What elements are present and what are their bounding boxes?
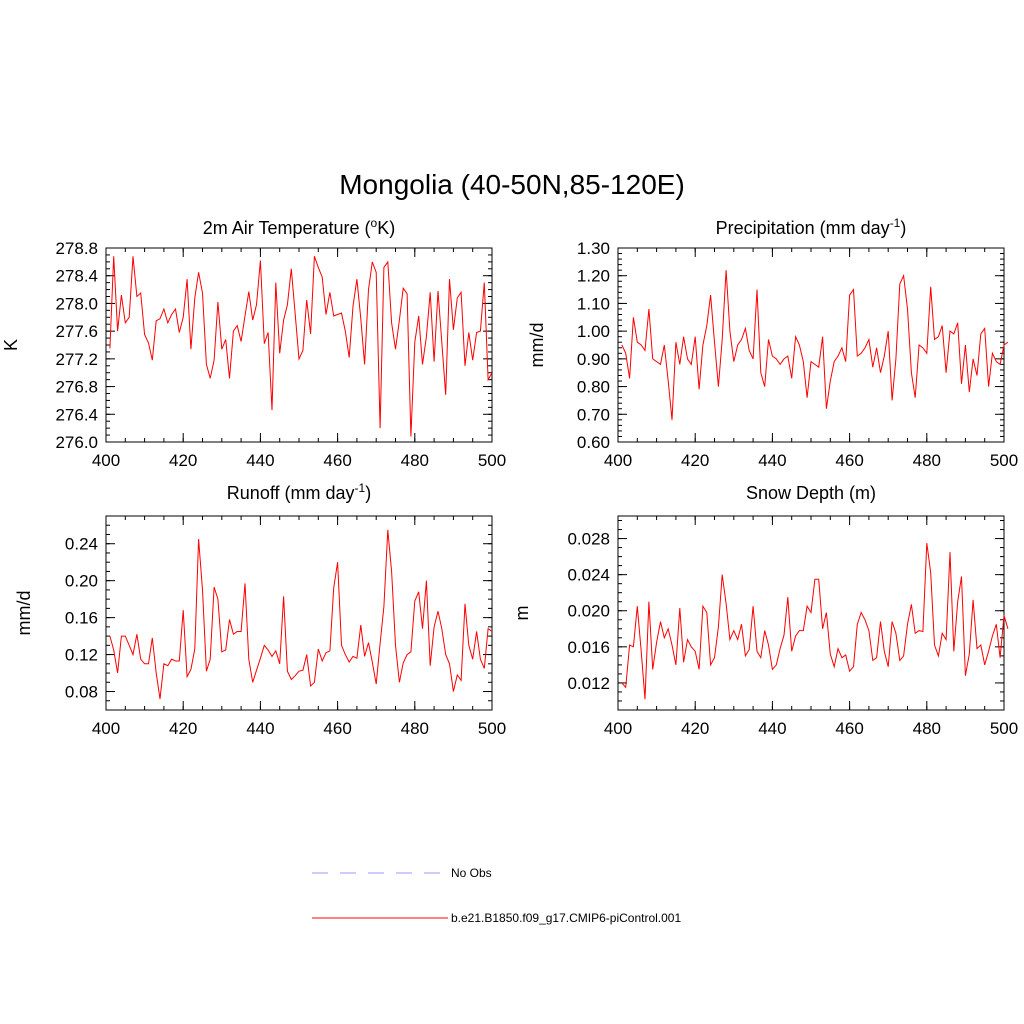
y-axis-label: mm/d [527, 323, 547, 368]
x-tick-label: 420 [681, 451, 709, 470]
x-tick-label: 400 [92, 719, 120, 738]
y-tick-label: 277.6 [55, 322, 98, 341]
y-tick-label: 1.10 [577, 294, 610, 313]
y-axis-label: K [1, 339, 21, 351]
x-tick-label: 480 [401, 451, 429, 470]
x-tick-label: 480 [913, 451, 941, 470]
y-tick-label: 0.016 [567, 638, 610, 657]
x-tick-label: 400 [92, 451, 120, 470]
x-tick-label: 460 [323, 451, 351, 470]
x-tick-label: 440 [758, 719, 786, 738]
panel-title-superscript: -1 [355, 481, 366, 495]
y-tick-label: 0.16 [65, 609, 98, 628]
x-tick-label: 500 [478, 451, 506, 470]
panel-title: 2m Air Temperature (oK) [203, 216, 395, 238]
y-tick-label: 0.020 [567, 602, 610, 621]
legend-model-label: b.e21.B1850.f09_g17.CMIP6-piControl.001 [451, 911, 681, 925]
plot-frame [105, 515, 493, 711]
y-axis-label: m [512, 606, 532, 621]
panel-title-suffix: ) [900, 218, 906, 238]
y-tick-label: 0.60 [577, 433, 610, 452]
y-tick-label: 1.00 [577, 322, 610, 341]
panel-title-text: Precipitation (mm day [716, 218, 890, 238]
x-tick-label: 420 [169, 719, 197, 738]
y-tick-label: 276.8 [55, 378, 98, 397]
legend-obs-label: No Obs [451, 866, 492, 880]
x-tick-label: 460 [835, 719, 863, 738]
x-tick-label: 400 [604, 719, 632, 738]
panel-title: Runoff (mm day-1) [227, 481, 371, 503]
x-tick-label: 420 [681, 719, 709, 738]
chart-panels: 2m Air Temperature (oK) K 276.0 276.4 276.8 2… [1, 216, 1018, 738]
y-tick-label: 1.20 [577, 267, 610, 286]
y-tick-label: 0.24 [65, 535, 98, 554]
panel-title-suffix: K) [377, 218, 395, 238]
y-tick-label: 276.4 [55, 405, 98, 424]
x-tick-label: 500 [990, 719, 1018, 738]
y-tick-label: 0.08 [65, 683, 98, 702]
y-tick-label: 0.12 [65, 646, 98, 665]
x-tick-label: 480 [401, 719, 429, 738]
y-tick-label: 0.90 [577, 350, 610, 369]
y-tick-label: 278.0 [55, 294, 98, 313]
y-tick-label: 0.20 [65, 572, 98, 591]
x-tick-label: 440 [246, 719, 274, 738]
x-tick-label: 460 [323, 719, 351, 738]
y-tick-label: 0.028 [567, 530, 610, 549]
panel-title-superscript: o [371, 216, 378, 230]
panel-precip: Precipitation (mm day-1) mm/d 0.60 0.70 0.80… [527, 216, 1018, 470]
x-tick-label: 460 [835, 451, 863, 470]
y-tick-label: 0.024 [567, 566, 610, 585]
panel-title: Precipitation (mm day-1) [716, 216, 907, 238]
panel-temp: 2m Air Temperature (oK) K 276.0 276.4 276.8 2… [1, 216, 506, 470]
series-line-runoff [109, 529, 493, 699]
x-tick-label: 480 [913, 719, 941, 738]
panel-title-suffix: ) [365, 483, 371, 503]
y-axis-label: mm/d [14, 591, 34, 636]
y-tick-label: 277.2 [55, 350, 98, 369]
plot-frame [105, 247, 493, 443]
x-tick-label: 420 [169, 451, 197, 470]
x-tick-label: 500 [990, 451, 1018, 470]
panel-title-text: Snow Depth (m) [746, 483, 876, 503]
panel-title: Snow Depth (m) [746, 483, 876, 503]
y-tick-label: 1.30 [577, 239, 610, 258]
x-tick-label: 500 [478, 719, 506, 738]
y-tick-label: 278.8 [55, 239, 98, 258]
legend: No Obs b.e21.B1850.f09_g17.CMIP6-piContr… [312, 866, 681, 925]
y-tick-label: 0.80 [577, 378, 610, 397]
series-line-temp [109, 256, 493, 437]
series-line-snow [621, 543, 1009, 700]
x-tick-label: 400 [604, 451, 632, 470]
x-tick-label: 440 [246, 451, 274, 470]
x-tick-label: 440 [758, 451, 786, 470]
y-tick-label: 276.0 [55, 433, 98, 452]
panel-snow: Snow Depth (m) m 0.012 0.016 0.020 0.024 0.028… [512, 483, 1018, 738]
y-tick-label: 0.70 [577, 405, 610, 424]
panel-runoff: Runoff (mm day-1) mm/d 0.08 0.12 0.16 0.20 0.2… [14, 481, 506, 738]
y-tick-label: 278.4 [55, 267, 98, 286]
panel-title-text: 2m Air Temperature ( [203, 218, 371, 238]
panel-title-superscript: -1 [890, 216, 901, 230]
panel-title-text: Runoff (mm day [227, 483, 355, 503]
series-line-precip [621, 270, 1009, 420]
figure-title: Mongolia (40-50N,85-120E) [339, 169, 685, 200]
y-tick-label: 0.012 [567, 674, 610, 693]
